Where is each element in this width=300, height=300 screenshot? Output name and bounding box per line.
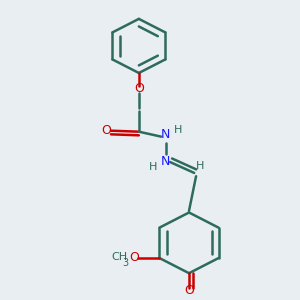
Text: O: O <box>101 124 111 137</box>
Text: H: H <box>149 162 157 172</box>
Text: O: O <box>129 251 139 264</box>
Text: N: N <box>161 155 170 168</box>
Text: H: H <box>196 161 204 171</box>
Text: O: O <box>134 82 144 95</box>
Text: 3: 3 <box>122 258 129 268</box>
Text: H: H <box>174 125 182 135</box>
Text: CH: CH <box>111 252 127 262</box>
Text: O: O <box>184 284 194 297</box>
Text: N: N <box>161 128 170 142</box>
